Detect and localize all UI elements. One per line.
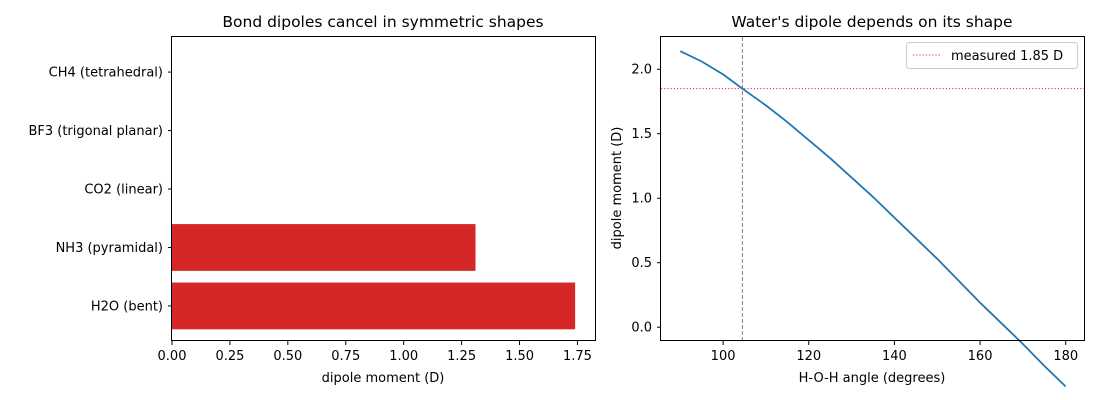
x-tick-label: 120 <box>796 349 821 364</box>
left-x-ticks: 0.00 0.25 0.50 0.75 1.00 1.25 1.50 1.75 <box>158 341 592 364</box>
right-y-axis-label: dipole moment (D) <box>610 127 625 250</box>
legend-label: measured 1.85 D <box>951 49 1063 64</box>
right-axes-frame <box>660 36 1085 341</box>
x-tick-label: 160 <box>968 349 993 364</box>
left-y-tick-labels: H2O (bent) NH3 (pyramidal) CO2 (linear) BF3… <box>28 66 172 314</box>
x-tick-label: 1.00 <box>389 349 418 364</box>
left-x-axis-label: dipole moment (D) <box>322 371 445 386</box>
x-tick-label: 0.50 <box>273 349 302 364</box>
dipole-curve <box>679 50 1067 388</box>
x-tick-label: 0.75 <box>331 349 360 364</box>
x-tick-label: 1.50 <box>505 349 534 364</box>
right-x-ticks: 100 120 140 160 180 <box>711 341 1078 364</box>
x-tick-label: 180 <box>1053 349 1078 364</box>
x-tick-label: 100 <box>711 349 736 364</box>
legend: measured 1.85 D <box>906 42 1078 69</box>
left-bars <box>172 224 576 330</box>
x-tick-label: 0.25 <box>215 349 244 364</box>
x-tick-label: 140 <box>882 349 907 364</box>
y-tick-label: CO2 (linear) <box>84 183 163 198</box>
x-tick-label: 1.25 <box>447 349 476 364</box>
bar <box>172 224 476 271</box>
y-tick-label: NH3 (pyramidal) <box>56 241 163 256</box>
x-tick-label: 1.75 <box>563 349 592 364</box>
y-tick-label: 1.5 <box>631 127 652 142</box>
left-chart-title: Bond dipoles cancel in symmetric shapes <box>222 13 543 31</box>
y-tick-label: 1.0 <box>631 192 652 207</box>
right-chart: Water's dipole depends on its shape 100 1… <box>610 13 1085 388</box>
y-tick-label: 0.5 <box>631 256 652 271</box>
left-chart: Bond dipoles cancel in symmetric shapes … <box>28 13 596 386</box>
y-tick-label: BF3 (trigonal planar) <box>28 124 163 139</box>
right-x-axis-label: H-O-H angle (degrees) <box>799 371 946 386</box>
right-y-ticks: 0.0 0.5 1.0 1.5 2.0 <box>631 63 661 336</box>
bar <box>172 282 576 330</box>
y-tick-label: H2O (bent) <box>91 299 163 314</box>
right-chart-title: Water's dipole depends on its shape <box>731 13 1012 31</box>
y-tick-label: 0.0 <box>631 321 652 336</box>
y-tick-label: 2.0 <box>631 63 652 78</box>
legend-frame <box>906 42 1078 69</box>
x-tick-label: 0.00 <box>158 349 187 364</box>
y-tick-label: CH4 (tetrahedral) <box>49 66 163 81</box>
left-axes-frame <box>171 36 596 341</box>
